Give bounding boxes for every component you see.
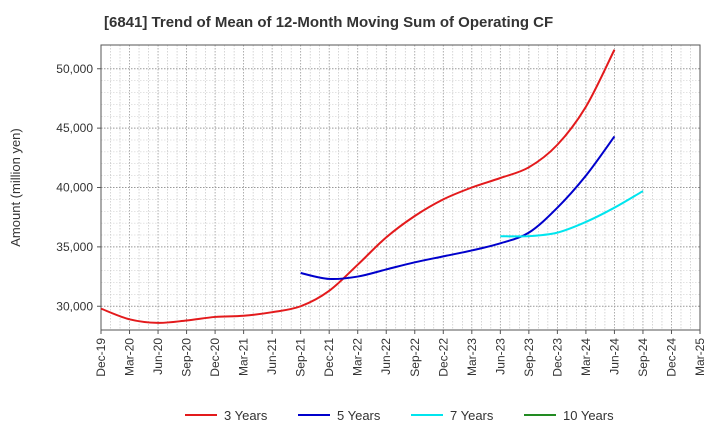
x-tick-label: Mar-23 [465, 338, 479, 376]
x-tick-label: Sep-24 [636, 338, 650, 377]
x-tick-label: Mar-20 [123, 338, 137, 376]
y-tick-label: 30,000 [56, 299, 93, 313]
x-tick-label: Mar-24 [579, 338, 593, 376]
legend-label: 3 Years [224, 408, 268, 423]
plot-area [101, 45, 700, 330]
x-tick-label: Mar-22 [351, 338, 365, 376]
x-tick-label: Sep-23 [522, 338, 536, 377]
x-tick-label: Mar-21 [237, 338, 251, 376]
x-tick-label: Sep-22 [408, 338, 422, 377]
x-tick-label: Dec-19 [94, 338, 108, 377]
x-tick-label: Dec-23 [550, 338, 564, 377]
x-tick-label: Sep-21 [294, 338, 308, 377]
x-tick-label: Sep-20 [180, 338, 194, 377]
legend-label: 10 Years [563, 408, 614, 423]
series-line-3-years [100, 49, 616, 324]
y-tick-label: 40,000 [56, 181, 93, 195]
x-tick-label: Jun-24 [607, 338, 621, 375]
x-tick-label: Mar-25 [693, 338, 707, 376]
x-tick-label: Dec-21 [322, 338, 336, 377]
y-axis-label: Amount (million yen) [8, 128, 23, 247]
y-tick-label: 35,000 [56, 240, 93, 254]
x-tick-label: Jun-23 [493, 338, 507, 375]
x-tick-label: Jun-20 [151, 338, 165, 375]
x-tick-label: Dec-20 [208, 338, 222, 377]
x-tick-label: Dec-24 [664, 338, 678, 377]
x-tick-label: Dec-22 [436, 338, 450, 377]
legend-label: 5 Years [337, 408, 381, 423]
x-tick-label: Jun-22 [379, 338, 393, 375]
series-line-5-years [300, 135, 616, 281]
x-tick-label: Jun-21 [265, 338, 279, 375]
y-tick-label: 45,000 [56, 121, 93, 135]
y-tick-label: 50,000 [56, 62, 93, 76]
chart-title: [6841] Trend of Mean of 12-Month Moving … [104, 14, 554, 31]
series-line-7-years [500, 190, 644, 238]
legend-label: 7 Years [450, 408, 494, 423]
